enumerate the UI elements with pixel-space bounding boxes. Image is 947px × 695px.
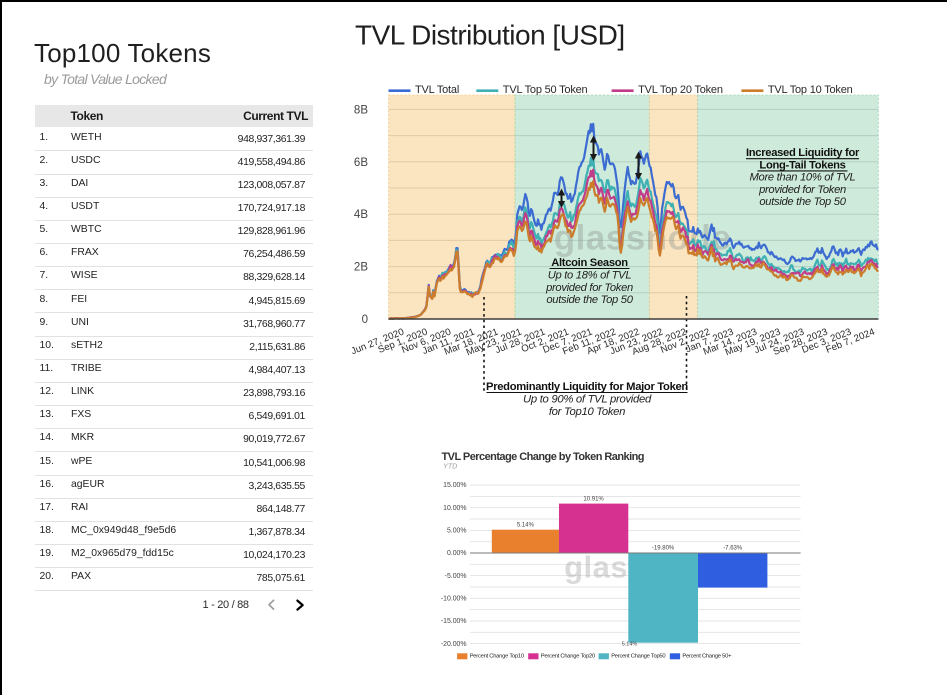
svg-text:5.14%: 5.14% — [622, 642, 638, 648]
svg-text:Up to 18% of TVL: Up to 18% of TVL — [548, 269, 632, 281]
svg-text:-20.00%: -20.00% — [441, 641, 467, 648]
svg-text:15.00%: 15.00% — [443, 482, 466, 489]
svg-text:TVL Top 20 Token: TVL Top 20 Token — [638, 84, 723, 96]
svg-text:Altcoin Season: Altcoin Season — [551, 257, 628, 269]
svg-text:for Top10 Token: for Top10 Token — [549, 406, 625, 418]
svg-text:outside the Top 50: outside the Top 50 — [759, 196, 846, 208]
svg-text:TVL Distribution [USD]: TVL Distribution [USD] — [355, 20, 625, 51]
svg-text:Up to 90% of TVL provided: Up to 90% of TVL provided — [523, 394, 652, 406]
svg-text:5.14%: 5.14% — [517, 523, 535, 529]
svg-text:More than 10% of TVL: More than 10% of TVL — [750, 172, 856, 184]
svg-text:5.00%: 5.00% — [447, 528, 467, 535]
svg-text:Long-Tail Tokens: Long-Tail Tokens — [759, 159, 845, 171]
svg-text:-10.00%: -10.00% — [441, 596, 467, 603]
svg-text:TVL Total: TVL Total — [415, 84, 459, 96]
svg-text:Percent Change Top20: Percent Change Top20 — [541, 654, 595, 660]
svg-text:TVL Percentage Change by Token: TVL Percentage Change by Token Ranking — [442, 451, 644, 463]
svg-text:10.00%: 10.00% — [443, 505, 466, 512]
svg-text:provided for Token: provided for Token — [758, 184, 846, 196]
svg-text:-5.00%: -5.00% — [445, 573, 467, 580]
svg-text:Predominantly Liquidity for Ma: Predominantly Liquidity for Major Token — [486, 381, 688, 393]
svg-text:provided for Token: provided for Token — [545, 282, 633, 294]
svg-text:-15.00%: -15.00% — [441, 618, 467, 625]
svg-text:Percent Change Top50: Percent Change Top50 — [611, 654, 665, 660]
svg-text:-7.63%: -7.63% — [723, 546, 743, 552]
svg-text:10.91%: 10.91% — [583, 497, 604, 503]
svg-text:outside the Top 50: outside the Top 50 — [546, 294, 633, 306]
svg-text:0: 0 — [362, 314, 368, 326]
svg-text:Percent Change Top10: Percent Change Top10 — [470, 654, 524, 660]
svg-text:4B: 4B — [354, 209, 368, 221]
svg-text:TVL Top 50 Token: TVL Top 50 Token — [503, 84, 588, 96]
svg-text:8B: 8B — [354, 104, 368, 116]
svg-text:Percent Change 50+: Percent Change 50+ — [682, 654, 732, 660]
svg-text:Increased Liquidity for: Increased Liquidity for — [746, 147, 860, 159]
svg-text:2B: 2B — [354, 262, 368, 274]
svg-text:YTD: YTD — [443, 462, 457, 471]
svg-text:TVL Top 10 Token: TVL Top 10 Token — [768, 84, 853, 96]
svg-text:6B: 6B — [354, 157, 368, 169]
svg-text:-19.80%: -19.80% — [652, 546, 675, 552]
svg-text:0.00%: 0.00% — [447, 550, 467, 557]
